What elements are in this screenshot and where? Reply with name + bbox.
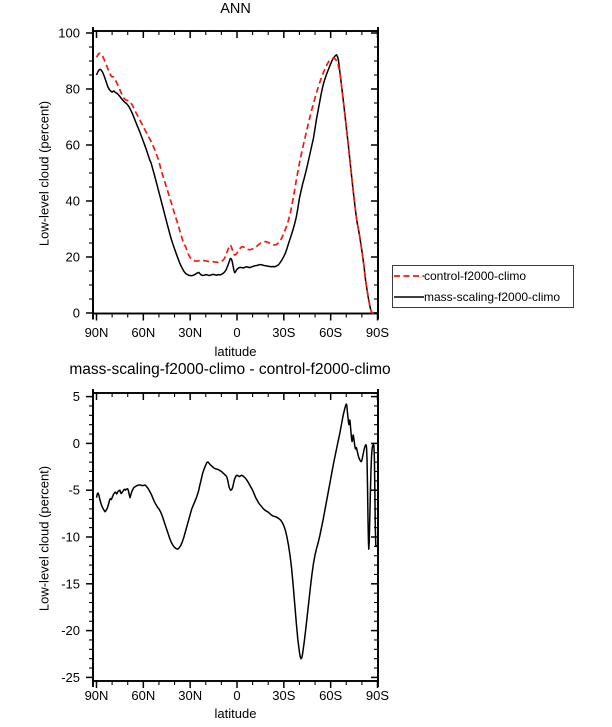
legend: control-f2000-climo mass-scaling-f2000-c… bbox=[392, 265, 574, 308]
y-tick-label: 60 bbox=[66, 138, 80, 153]
legend-item-control: control-f2000-climo bbox=[393, 266, 573, 287]
x-tick-label: 60S bbox=[319, 688, 342, 703]
y-tick-label: 0 bbox=[73, 436, 80, 451]
y-tick-label: -15 bbox=[61, 576, 80, 591]
legend-label-control: control-f2000-climo bbox=[424, 269, 527, 284]
y-tick-label: 80 bbox=[66, 82, 80, 97]
x-tick-label: 30S bbox=[272, 325, 295, 340]
x-tick-label: 60N bbox=[131, 688, 155, 703]
series-mass-scaling-f2000-climo-minus-control-f2000-climo bbox=[95, 403, 378, 660]
y-tick-label: -25 bbox=[61, 670, 80, 685]
y-tick-label: -5 bbox=[68, 483, 80, 498]
series-mass-scaling-f2000-climo bbox=[95, 54, 378, 314]
x-tick-label: 30N bbox=[178, 688, 202, 703]
bottom-chart-title: mass-scaling-f2000-climo - control-f2000… bbox=[69, 361, 391, 378]
top-y-axis-title: Low-level cloud (percent) bbox=[36, 100, 52, 247]
y-tick-label: 100 bbox=[58, 26, 80, 41]
y-tick-label: 40 bbox=[66, 194, 80, 209]
y-tick-label: 20 bbox=[66, 250, 80, 265]
x-tick-label: 90N bbox=[85, 325, 109, 340]
top-x-axis-title: latitude bbox=[214, 344, 257, 359]
x-tick-label: 0 bbox=[233, 325, 240, 340]
y-tick-label: 5 bbox=[73, 389, 80, 404]
legend-item-mass-scaling: mass-scaling-f2000-climo bbox=[393, 287, 573, 308]
x-tick-label: 0 bbox=[233, 688, 240, 703]
series-control-f2000-climo bbox=[95, 52, 378, 314]
x-tick-label: 30N bbox=[178, 325, 202, 340]
x-tick-label: 90S bbox=[366, 325, 389, 340]
legend-label-mass-scaling: mass-scaling-f2000-climo bbox=[424, 289, 561, 304]
bottom-panel: 90N 60N 30N 0 30S 60S 90S -25 -20 -15 -10 -5 0 5 bbox=[61, 389, 389, 703]
x-tick-label: 90N bbox=[85, 688, 109, 703]
x-tick-label: 90S bbox=[366, 688, 389, 703]
legend-line-solid-icon bbox=[394, 295, 424, 298]
bottom-x-axis-title: latitude bbox=[214, 706, 257, 721]
plot-frame bbox=[92, 392, 379, 682]
legend-line-dashed-icon bbox=[394, 275, 424, 278]
y-tick-label: 0 bbox=[73, 306, 80, 321]
x-tick-label: 60N bbox=[131, 325, 155, 340]
y-tick-label: -20 bbox=[61, 623, 80, 638]
x-tick-label: 60S bbox=[319, 325, 342, 340]
top-panel: 90N 60N 30N 0 30S 60S 90S 0 20 40 60 80 100 bbox=[58, 26, 389, 341]
top-chart-title: ANN bbox=[220, 1, 251, 17]
y-tick-label: -10 bbox=[61, 530, 80, 545]
bottom-y-axis-title: Low-level cloud (percent) bbox=[36, 465, 52, 612]
x-tick-label: 30S bbox=[272, 688, 295, 703]
